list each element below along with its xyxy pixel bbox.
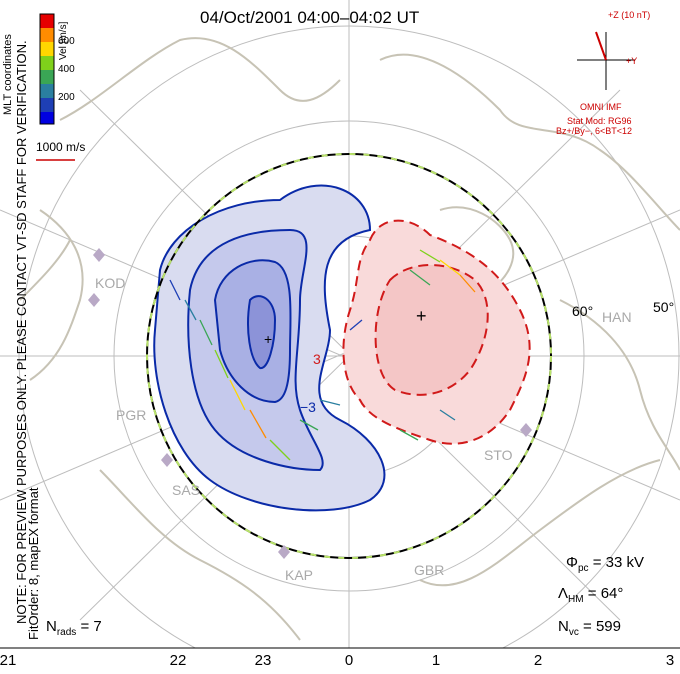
svg-text:PGR: PGR <box>116 407 146 423</box>
imf-model: Stat Mod: RG96 <box>567 116 632 126</box>
svg-text:HAN: HAN <box>602 309 632 325</box>
svg-text:−3: −3 <box>300 399 316 415</box>
dawn-convection-cell: + <box>342 219 531 445</box>
imf-source: OMNI IMF <box>580 102 622 112</box>
colorbar-tick-400: 400 <box>58 64 75 75</box>
reference-vector-label: 1000 m/s <box>36 140 86 154</box>
mlt-tick: 21 <box>0 652 17 669</box>
mlt-tick: 22 <box>169 652 187 669</box>
mlt-tick: 3 <box>665 652 675 669</box>
coastlines <box>19 37 680 641</box>
n-rads-stat: Nrads = 7 <box>46 618 102 638</box>
fit-order: FitOrder: 8, mapEX format <box>26 487 41 640</box>
svg-text:SAS: SAS <box>172 482 200 498</box>
colorbar-tick-600: 600 <box>58 36 75 47</box>
imf-y-label: +Y <box>626 56 638 66</box>
imf-clock <box>577 31 635 90</box>
colorbar-tick-200: 200 <box>58 92 75 103</box>
mlt-tick: 1 <box>431 652 441 669</box>
svg-text:+: + <box>264 331 272 347</box>
mlt-label: MLT coordinates <box>2 34 14 115</box>
plot-title: 04/Oct/2001 04:00–04:02 UT <box>200 8 420 27</box>
svg-text:STO: STO <box>484 447 513 463</box>
n-vc-stat: Nvc = 599 <box>558 618 621 638</box>
station-labels: KOD PGR SAS KAP GBR STO HAN <box>95 275 632 583</box>
imf-condition: Bz+/By−, 6<BT<12 <box>556 126 633 136</box>
phi-pc-stat: Φpc = 33 kV <box>566 554 644 574</box>
lambda-hm-stat: ΛHM = 64° <box>558 585 624 605</box>
mlt-tick: 2 <box>533 652 543 669</box>
station-markers <box>88 248 532 559</box>
svg-text:60°: 60° <box>572 303 593 319</box>
svg-text:3: 3 <box>313 351 321 367</box>
imf-z-label: +Z (10 nT) <box>608 10 651 20</box>
svg-text:50°: 50° <box>653 299 674 315</box>
svg-text:GBR: GBR <box>414 562 444 578</box>
velocity-colorbar <box>39 13 55 125</box>
mlt-tick: 0 <box>344 652 354 669</box>
mlt-tick: 23 <box>254 652 272 669</box>
svg-text:KOD: KOD <box>95 275 125 291</box>
dusk-convection-cell: + <box>153 184 386 512</box>
velocity-vectors <box>169 249 476 461</box>
svg-text:+: + <box>416 306 427 326</box>
svg-text:KAP: KAP <box>285 567 313 583</box>
